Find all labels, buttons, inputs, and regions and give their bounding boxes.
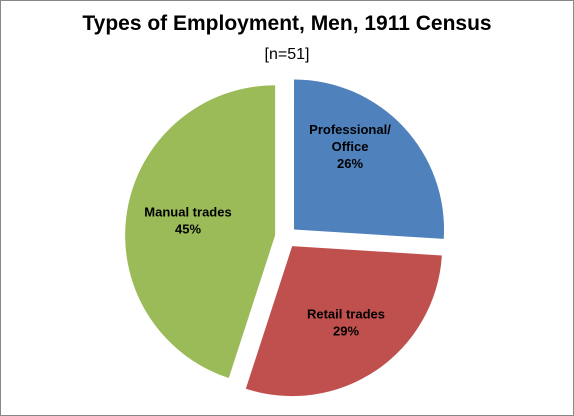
slice-label-1: Professional/Office 26% xyxy=(309,122,391,171)
chart-subtitle: [n=51] xyxy=(264,46,310,63)
slice-category-label: Office xyxy=(332,139,369,154)
slice-label-2: Retail trades 29% xyxy=(307,307,385,339)
chart-title: Types of Employment, Men, 1911 Census xyxy=(82,12,492,35)
slice-category-label: Manual trades xyxy=(144,205,231,220)
slice-category-label: Retail trades xyxy=(307,307,385,322)
slice-label-3: Manual trades 45% xyxy=(144,205,231,237)
slice-value-label: 29% xyxy=(333,324,359,339)
pie-slice-2 xyxy=(245,246,442,397)
slice-category-label: Professional/ xyxy=(309,122,391,137)
pie-slice-3 xyxy=(125,85,276,378)
pie-slice-1 xyxy=(294,79,445,239)
slice-value-label: 26% xyxy=(337,156,363,171)
slice-value-label: 45% xyxy=(175,222,201,237)
